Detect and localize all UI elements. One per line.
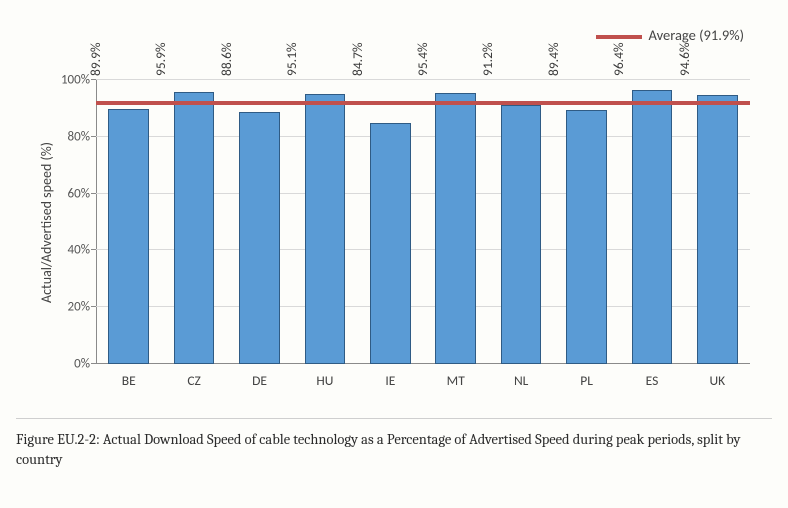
bar-slot: 95.4%MT <box>423 80 488 364</box>
bar-slot: 89.9%BE <box>96 80 161 364</box>
y-axis-title-container: Actual/Advertised speed (%) <box>36 80 56 364</box>
y-tick-label: 80% <box>68 129 96 144</box>
bar-slot: 91.2%NL <box>488 80 553 364</box>
bar-value-label: 89.4% <box>545 42 562 76</box>
bar-value-label: 96.4% <box>610 42 627 76</box>
bar-slot: 89.4%PL <box>554 80 619 364</box>
bar-slot: 95.9%CZ <box>161 80 226 364</box>
x-tick-label: MT <box>423 364 488 389</box>
chart-container: Average (91.9%) Actual/Advertised speed … <box>32 8 756 398</box>
bar-value-label: 95.4% <box>414 42 431 76</box>
bar-value-label: 94.6% <box>676 42 693 76</box>
bars-group: 89.9%BE95.9%CZ88.6%DE95.1%HU84.7%IE95.4%… <box>96 80 750 364</box>
x-tick-label: DE <box>227 364 292 389</box>
bar-slot: 96.4%ES <box>619 80 684 364</box>
plot-area: 0%20%40%60%80%100%89.9%BE95.9%CZ88.6%DE9… <box>96 80 750 364</box>
bar-slot: 94.6%UK <box>685 80 750 364</box>
bar-slot: 88.6%DE <box>227 80 292 364</box>
x-tick-label: UK <box>685 364 750 389</box>
x-tick-label: PL <box>554 364 619 389</box>
x-tick-label: CZ <box>161 364 226 389</box>
x-tick-label: HU <box>292 364 357 389</box>
bar: 89.9% <box>108 109 149 364</box>
bar-slot: 84.7%IE <box>358 80 423 364</box>
legend-text: Average (91.9%) <box>648 26 744 44</box>
bar: 88.6% <box>239 112 280 364</box>
average-line <box>96 101 750 105</box>
y-tick-label: 0% <box>74 357 96 372</box>
legend-line-swatch <box>596 35 642 39</box>
x-tick-label: ES <box>619 364 684 389</box>
bar-value-label: 95.1% <box>283 42 300 76</box>
bar: 95.4% <box>435 93 476 364</box>
bar: 94.6% <box>697 95 738 364</box>
x-tick-label: BE <box>96 364 161 389</box>
bar-slot: 95.1%HU <box>292 80 357 364</box>
caption-separator <box>16 418 772 419</box>
bar: 89.4% <box>566 110 607 364</box>
bar: 84.7% <box>370 123 411 364</box>
bar-value-label: 95.9% <box>152 42 169 76</box>
bar-value-label: 91.2% <box>479 42 496 76</box>
bar: 95.1% <box>305 94 346 364</box>
y-tick-label: 20% <box>68 300 96 315</box>
bar-value-label: 89.9% <box>87 42 104 76</box>
figure-caption: Figure EU.2-2: Actual Download Speed of … <box>16 430 772 469</box>
x-tick-label: NL <box>488 364 553 389</box>
y-axis-title: Actual/Advertised speed (%) <box>38 142 55 303</box>
bar: 91.2% <box>501 105 542 364</box>
y-tick-label: 40% <box>68 243 96 258</box>
bar: 95.9% <box>174 92 215 364</box>
x-tick-label: IE <box>358 364 423 389</box>
y-tick-label: 60% <box>68 186 96 201</box>
bar-value-label: 88.6% <box>218 42 235 76</box>
bar-value-label: 84.7% <box>349 42 366 76</box>
bar: 96.4% <box>632 90 673 364</box>
